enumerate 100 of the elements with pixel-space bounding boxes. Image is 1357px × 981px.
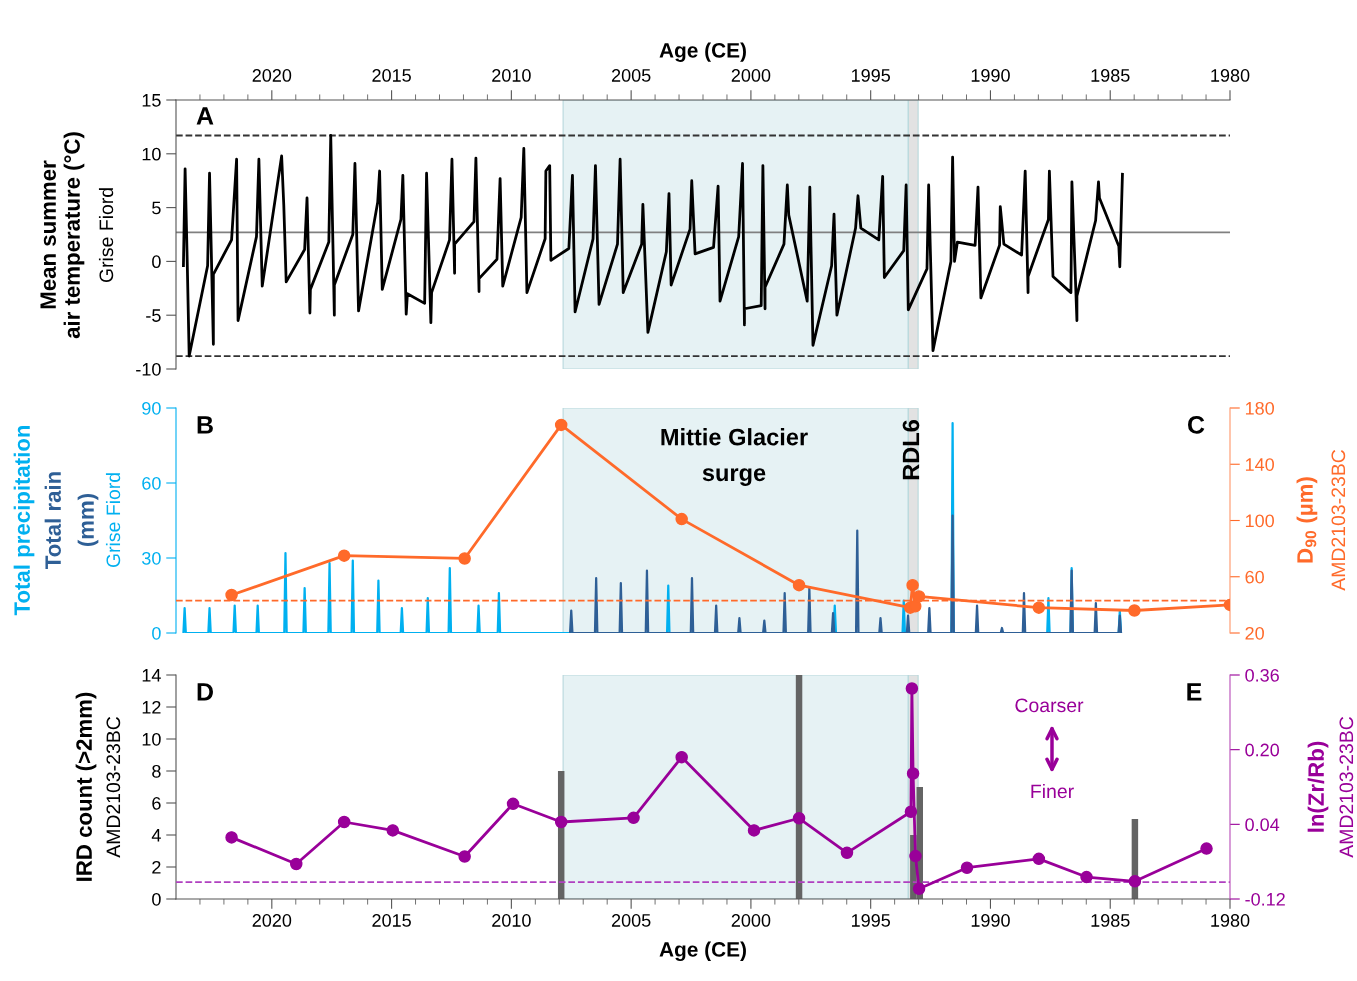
annotation: D xyxy=(197,683,213,701)
point xyxy=(337,549,351,562)
y-tick-label: 0 xyxy=(152,255,161,269)
y2-tick-label: 60 xyxy=(1245,570,1264,584)
text: AMD2103-23BC xyxy=(1339,716,1354,858)
band-label: Mittie Glacier surge xyxy=(661,428,808,486)
y-axis-title: Mean summer air temperature (°C) xyxy=(40,132,85,339)
x-tick-label: 2010 xyxy=(492,914,531,927)
x-tick-label: 2015 xyxy=(372,914,411,927)
x-tick-label: 2000 xyxy=(731,69,771,82)
y2-tick-label: 180 xyxy=(1245,401,1274,415)
y-tick-label: 15 xyxy=(142,94,161,107)
point xyxy=(912,590,926,603)
point xyxy=(458,850,471,863)
text: AMD2103-23BC xyxy=(106,716,121,858)
point xyxy=(792,812,806,825)
point xyxy=(675,750,688,764)
x-tick-label: 2000 xyxy=(731,914,771,927)
y2-tick-label: 20 xyxy=(1245,626,1264,640)
point xyxy=(1032,601,1046,614)
point xyxy=(1080,870,1093,884)
point xyxy=(840,846,854,860)
x-tick-label: 1990 xyxy=(971,914,1010,927)
y-tick-label: 2 xyxy=(152,860,161,874)
x-tick-label: 2015 xyxy=(372,69,411,82)
point xyxy=(290,857,303,871)
point xyxy=(554,815,568,829)
y2-tick-label: 0.20 xyxy=(1245,743,1280,757)
x-tick-label: 2020 xyxy=(252,69,292,82)
y-tick-label: 60 xyxy=(142,476,161,490)
y-tick-label: 10 xyxy=(142,732,161,746)
band-label: RDL6 xyxy=(902,420,920,480)
x-tick-label: 1995 xyxy=(851,914,891,927)
y-tick-label: 90 xyxy=(142,401,161,415)
x-tick-label: 2010 xyxy=(492,69,531,82)
y2-tick-label: 0.04 xyxy=(1245,818,1280,832)
y-tick-label: 5 xyxy=(152,201,161,215)
y-tick-label: -10 xyxy=(136,362,161,376)
point xyxy=(747,824,761,837)
point xyxy=(458,552,471,565)
annotation: E xyxy=(1187,683,1202,701)
text: Grise Fiord xyxy=(98,188,114,283)
y-tick-label: 12 xyxy=(142,700,161,714)
y2-tick-label: 0.36 xyxy=(1245,668,1279,682)
x-tick-label: 1980 xyxy=(1211,914,1250,927)
x-axis-title: Age (CE) xyxy=(659,941,746,962)
point xyxy=(906,767,920,780)
annotation: C xyxy=(1188,416,1205,434)
x-tick-label: 1980 xyxy=(1211,69,1250,82)
x-tick-label: 2020 xyxy=(252,914,292,927)
y-tick-label: 14 xyxy=(142,669,161,682)
text: Total rain xyxy=(44,472,61,569)
point xyxy=(225,831,238,844)
y-tick-label: 6 xyxy=(152,796,161,810)
y-tick-label: 0 xyxy=(152,892,161,906)
point xyxy=(554,418,568,432)
x-tick-label: 1985 xyxy=(1091,914,1130,927)
y-tick-label: 8 xyxy=(152,764,161,778)
y2-tick-label: -0.12 xyxy=(1245,892,1285,906)
point xyxy=(1128,875,1142,888)
y2-axis-title: D$_{90}$ (µm) xyxy=(1296,477,1318,563)
point xyxy=(960,861,974,874)
point xyxy=(225,588,238,602)
text: Total precipitation xyxy=(13,425,35,616)
point xyxy=(386,824,400,837)
point xyxy=(909,849,922,863)
point xyxy=(1032,852,1046,866)
y-tick-label: 4 xyxy=(151,829,161,842)
x-tick-label: 1990 xyxy=(971,69,1010,82)
point xyxy=(904,805,918,818)
x-tick-label: 1985 xyxy=(1091,69,1130,82)
point xyxy=(506,797,520,811)
line-series xyxy=(182,134,1124,358)
point xyxy=(627,811,640,825)
line-series xyxy=(568,514,1123,633)
y-tick-label: 10 xyxy=(142,147,161,161)
point xyxy=(337,815,351,829)
y-axis-title: (mm) xyxy=(77,493,99,547)
point xyxy=(906,578,919,592)
text: AMD2103-23BC xyxy=(1331,449,1346,591)
annotation: B xyxy=(197,416,213,434)
point xyxy=(1200,842,1213,855)
point xyxy=(792,578,806,592)
x-axis-title: Age (CE) xyxy=(659,42,746,62)
x-tick-label: 2005 xyxy=(611,69,651,82)
point xyxy=(912,882,926,895)
point xyxy=(1128,604,1141,617)
y2-tick-label: 100 xyxy=(1245,514,1274,528)
x-tick-label: 1995 xyxy=(851,69,891,82)
y-tick-label: -5 xyxy=(146,309,161,322)
y2-tick-label: 140 xyxy=(1245,458,1274,471)
point xyxy=(905,682,919,695)
annotation: Finer xyxy=(1031,783,1074,799)
y-tick-label: 30 xyxy=(142,551,161,565)
y2-axis-title: ln(Zr/Rb) xyxy=(1307,741,1329,832)
annotation: Coarser xyxy=(1015,698,1084,713)
y-axis-title: IRD count (>2mm) xyxy=(75,692,97,881)
y-tick-label: 0 xyxy=(152,626,161,640)
x-tick-label: 2005 xyxy=(611,914,651,927)
annotation: A xyxy=(196,107,214,125)
